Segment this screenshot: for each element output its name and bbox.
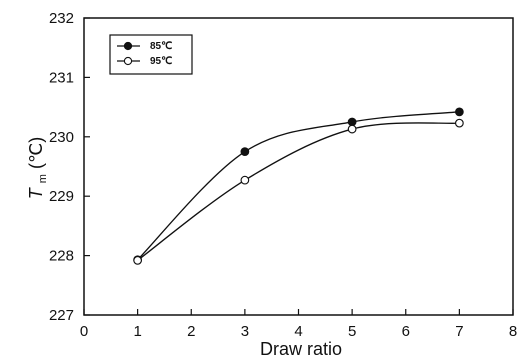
y-tick-label: 231 [49,69,74,86]
data-point-95c [455,118,464,128]
legend-label-85c: 85℃ [150,41,172,52]
data-point-85c [240,147,250,157]
x-tick-label: 5 [348,323,356,340]
y-axis-label-unit: (℃) [26,137,46,169]
legend-box [109,34,193,75]
y-tick-label: 232 [49,10,74,27]
y-tick-label: 227 [49,307,74,324]
tick-layer: 0 1 2 3 4 5 6 7 8 227 228 229 230 231 232 [49,10,517,340]
x-axis-label: Draw ratio [260,339,342,359]
legend: 85℃ 95℃ [109,34,193,75]
data-point-95c [133,255,142,265]
series-line-95c [137,122,460,261]
x-tick-label: 3 [241,323,249,340]
data-point-95c [347,124,357,134]
data-point-85c [455,107,464,117]
x-tick-label: 7 [455,323,463,340]
x-tick-label: 8 [509,323,517,340]
y-axis-label-main: T [26,186,46,199]
y-axis-label-subscript: m [37,174,49,183]
x-tick-label: 2 [187,323,195,340]
x-tick-label: 4 [294,323,302,340]
series-layer [133,107,464,265]
y-tick-label: 229 [49,188,74,205]
y-axis-label: T m (℃) [26,137,50,199]
series-line-85c [137,111,460,261]
data-point-95c [240,175,250,185]
x-tick-label: 0 [80,323,88,340]
legend-marker-85c [123,41,133,51]
x-tick-label: 1 [133,323,141,340]
legend-label-95c: 95℃ [150,56,172,67]
x-tick-label: 6 [402,323,410,340]
y-tick-label: 228 [49,248,74,265]
data-point-85c [347,117,357,127]
y-tick-label: 230 [49,129,74,146]
legend-marker-95c [123,56,133,66]
